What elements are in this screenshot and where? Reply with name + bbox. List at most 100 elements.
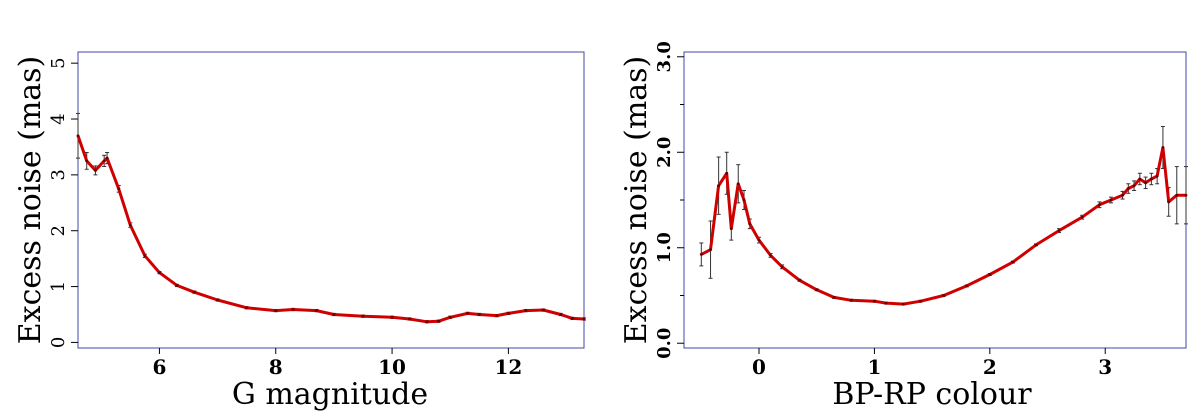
data-point [315,309,318,312]
data-point [1149,177,1153,181]
data-point [390,315,394,319]
panel-bp-rp-colour: 0.0 1.0 2.0 3.0 0 1 2 3 BP-RP colour Excess no… [619,41,1188,412]
x-tick-label: 6 [152,355,166,379]
data-point [437,319,440,323]
y-tick-label: 0 [48,337,69,348]
data-point [524,309,528,312]
data-point [780,265,784,269]
data-point [274,309,278,312]
data-point [1034,243,1038,247]
y-tick-label: 4 [48,113,69,124]
data-point [216,298,219,302]
series-line [700,146,1186,306]
data-point [175,284,179,287]
data-point [798,278,801,282]
data-point [1167,200,1171,204]
x-tick-label: 10 [378,355,406,379]
x-tick-label: 0 [752,355,766,379]
data-point [408,317,411,321]
y-tick-label: 5 [48,57,69,68]
data-point [919,299,922,303]
data-point [291,308,295,311]
data-point [965,284,969,288]
data-point [582,317,586,321]
data-point [748,222,752,226]
y-tick-label: 1.0 [654,232,675,263]
y-tick-label: 0.0 [654,328,675,359]
data-point [158,271,161,275]
data-point [1121,193,1124,197]
data-point [757,238,761,242]
error-bars [699,125,1188,306]
data-point [1161,146,1165,149]
data-point [448,315,452,319]
data-point [94,169,97,172]
y-axis-label: Excess noise (mas) [13,56,48,345]
series-line [76,135,585,324]
data-point [725,171,729,175]
data-point [332,313,336,316]
series-lines [699,146,1188,306]
x-ticks: 6 8 10 12 [152,348,522,379]
x-axis-label: BP-RP colour [832,377,1032,412]
data-point [477,313,481,316]
data-point [699,253,703,256]
data-point [901,302,905,306]
data-point [873,299,876,303]
data-point [815,288,819,292]
x-ticks: 0 1 2 3 [752,348,1112,379]
y-tick-label: 3 [48,169,69,180]
data-point [76,134,80,138]
y-ticks: 0.0 1.0 2.0 3.0 [654,41,684,359]
data-point [1138,177,1142,181]
data-point [117,187,121,191]
x-axis-label: G magnitude [232,377,428,412]
plot-frame [77,51,585,349]
y-tick-label: 2 [48,225,69,236]
data-point [1080,215,1084,219]
data-point [1057,229,1061,232]
data-point [1155,174,1159,178]
data-point [729,227,733,231]
data-point [361,314,365,318]
data-point [570,317,574,320]
x-tick-label: 3 [1098,355,1112,379]
data-point [245,306,249,310]
error-bars [76,112,586,324]
series-lines [76,134,586,324]
data-point [1011,260,1015,264]
data-point [425,320,429,324]
data-point [942,294,946,297]
data-point [495,314,499,318]
data-point [1184,193,1188,197]
data-point [709,248,712,252]
data-point [143,254,147,258]
data-point [1132,184,1136,188]
data-point [736,182,740,186]
y-tick-label: 2.0 [654,137,675,168]
y-tick-label: 1 [48,281,69,292]
data-point [466,311,470,315]
data-point [105,156,109,160]
data-point [717,184,721,188]
x-tick-label: 8 [269,355,283,379]
data-point [559,313,563,316]
y-ticks: 0 1 2 3 4 5 [48,57,78,348]
x-tick-label: 2 [983,355,997,379]
data-point [849,298,853,302]
x-tick-label: 1 [867,355,881,379]
data-point [742,198,746,202]
data-point [1175,193,1179,197]
data-point [102,159,106,163]
y-axis-label: Excess noise (mas) [619,56,654,345]
data-point [884,301,888,305]
data-point [541,308,545,312]
data-point [192,290,196,294]
x-tick-label: 12 [494,355,522,379]
data-point [506,311,510,315]
data-point [1126,187,1130,190]
y-tick-label: 3.0 [654,41,675,72]
